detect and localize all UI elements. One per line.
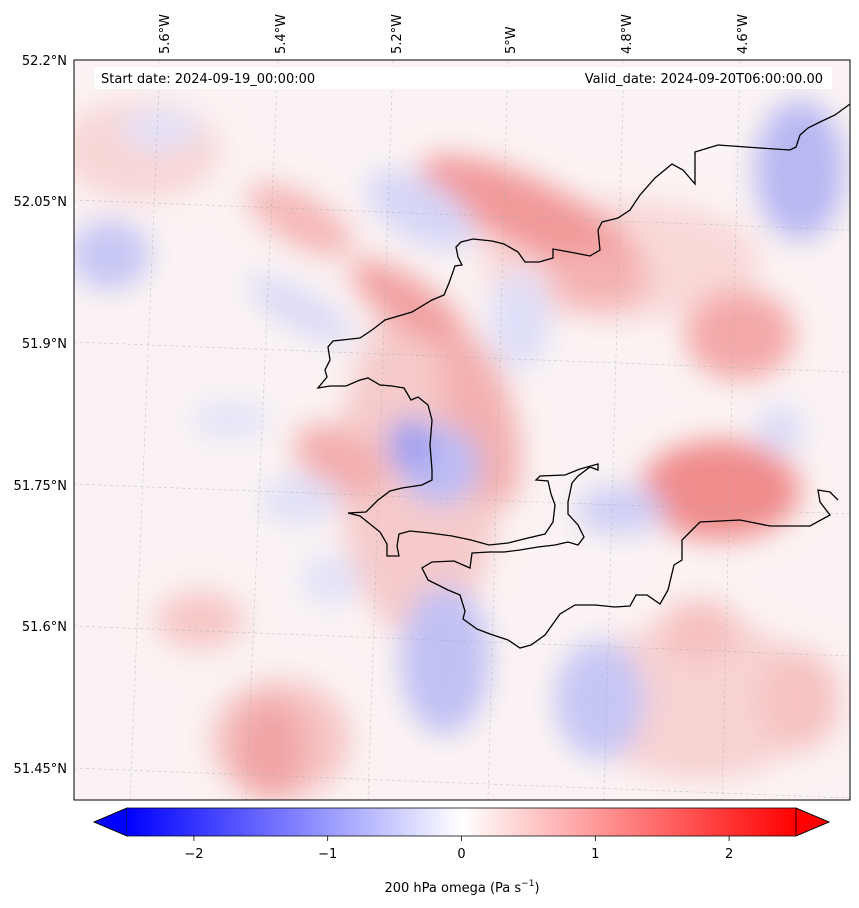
colorbar-label: 200 hPa omega (Pa s−1) <box>384 879 539 896</box>
lon-label: 5°W <box>504 26 519 54</box>
lat-label: 51.45°N <box>14 762 67 777</box>
map-panel: Start date: 2024-09-19_00:00:00 Valid_da… <box>73 59 851 801</box>
colorbar-ticks: −2 −1 0 1 2 <box>184 836 733 862</box>
colorbar-extend-high <box>795 807 831 837</box>
coastline-north <box>316 103 850 514</box>
lon-label: 5.4°W <box>274 14 289 54</box>
colorbar-extend-low <box>92 807 128 837</box>
lon-label: 4.8°W <box>620 14 635 54</box>
start-date-label: Start date: 2024-09-19_00:00:00 <box>101 72 315 87</box>
lat-label: 51.6°N <box>22 620 67 635</box>
header-band <box>94 67 832 89</box>
lat-label: 52.05°N <box>14 195 67 210</box>
longitude-labels: 5.6°W 5.4°W 5.2°W 5°W 4.8°W 4.6°W <box>158 14 751 54</box>
lon-label: 5.6°W <box>158 14 173 54</box>
colorbar-tick-label: 1 <box>591 847 599 862</box>
colorbar-gradient <box>127 808 796 836</box>
lon-label: 5.2°W <box>390 14 405 54</box>
colorbar-outline <box>92 807 831 837</box>
lat-label: 51.75°N <box>14 479 67 494</box>
colorbar-tick-label: 0 <box>457 847 465 862</box>
colorbar-tick-label: −1 <box>318 847 337 862</box>
lat-label: 52.2°N <box>22 54 67 69</box>
latitude-labels: 52.2°N 52.05°N 51.9°N 51.75°N 51.6°N 51.… <box>14 54 67 777</box>
lat-label: 51.9°N <box>22 337 67 352</box>
lon-label: 4.6°W <box>736 14 751 54</box>
coastline-south-wales <box>347 463 839 649</box>
colorbar-tick-label: −2 <box>184 847 203 862</box>
colorbar-tick-label: 2 <box>725 847 733 862</box>
map-frame <box>73 59 851 801</box>
valid-date-label: Valid_date: 2024-09-20T06:00:00.00 <box>585 72 823 87</box>
colorbar: −2 −1 0 1 2 200 hPa omega (Pa s−1) <box>92 807 831 896</box>
coastline <box>316 103 850 649</box>
